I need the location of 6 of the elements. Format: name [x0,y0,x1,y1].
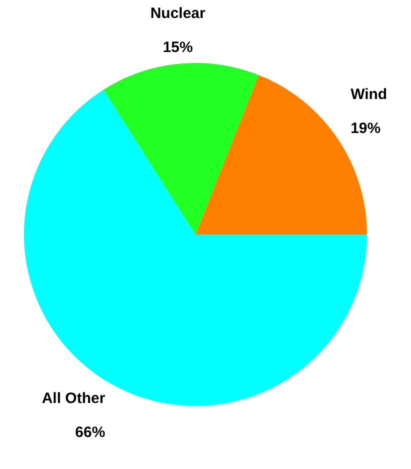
slice-label: Nuclear [150,4,206,22]
data-label: 19% [350,120,381,138]
data-label: 15% [162,38,193,56]
slice-label: Wind [350,86,388,104]
data-label: 66% [75,424,106,441]
slice-label: All Other [42,390,106,407]
